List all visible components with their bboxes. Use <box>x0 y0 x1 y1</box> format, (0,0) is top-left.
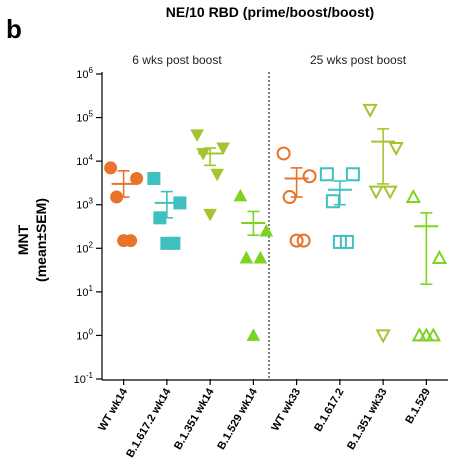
group-label-6wks: 6 wks post boost <box>132 53 222 67</box>
x-category-label-0: WT wk14 <box>96 386 130 434</box>
panel-letter: b <box>6 14 22 44</box>
series-7 <box>407 191 445 340</box>
data-point-2-3 <box>211 169 223 180</box>
data-point-0-0 <box>105 162 117 174</box>
y-axis-label: MNT <box>15 224 31 255</box>
data-point-6-1 <box>390 143 402 154</box>
data-point-6-0 <box>364 105 376 116</box>
series-5 <box>321 168 359 248</box>
y-tick-label-0: 10-1 <box>74 371 94 386</box>
series-2 <box>191 130 229 220</box>
data-point-0-1 <box>131 172 143 184</box>
y-tick-label-5: 104 <box>76 153 93 168</box>
chart-title: NE/10 RBD (prime/boost/boost) <box>166 4 374 20</box>
data-point-4-1 <box>304 170 316 182</box>
data-point-7-0 <box>407 191 419 202</box>
x-category-label-5: B.1.617.2 <box>312 387 346 434</box>
x-category-label-1: B.1.617.2 wk14 <box>124 386 174 460</box>
y-tick-label-3: 102 <box>76 240 93 255</box>
data-point-6-3 <box>384 187 396 198</box>
y-tick-label-4: 103 <box>76 197 93 212</box>
data-point-2-1 <box>217 143 229 154</box>
data-point-1-4 <box>161 237 173 249</box>
data-point-1-0 <box>148 172 160 184</box>
x-category-label-4: WT wk33 <box>269 387 303 434</box>
series-1 <box>148 172 186 249</box>
data-point-7-1 <box>433 252 445 263</box>
data-point-4-0 <box>278 147 290 159</box>
group-label-25wks: 25 wks post boost <box>310 53 407 67</box>
data-point-5-0 <box>321 168 333 180</box>
data-point-3-3 <box>254 252 266 263</box>
y-ticks: 10-1 100 101 102 103 104 105 106 <box>74 66 102 386</box>
data-point-2-0 <box>191 130 203 141</box>
series-3 <box>234 190 272 341</box>
x-category-label-7: B.1.529 <box>403 387 433 426</box>
y-tick-label-1: 100 <box>76 327 93 342</box>
data-point-5-1 <box>347 168 359 180</box>
data-point-3-2 <box>240 252 252 263</box>
series-6 <box>364 105 402 342</box>
data-point-3-4 <box>247 329 259 340</box>
data-point-2-4 <box>204 209 216 220</box>
y-axis-label-sub: (mean±SEM) <box>33 198 49 282</box>
series-0 <box>105 162 143 247</box>
data-point-6-4 <box>377 330 389 341</box>
series-4 <box>278 147 316 246</box>
data-point-6-2 <box>370 187 382 198</box>
x-category-label-3: B.1.529 wk14 <box>215 386 260 452</box>
data-point-0-4 <box>118 235 130 247</box>
data-marks <box>105 105 446 342</box>
x-category-label-6: B.1.351 wk33 <box>345 387 390 452</box>
data-point-3-1 <box>260 225 272 236</box>
x-category-label-2: B.1.351 wk14 <box>172 386 217 452</box>
y-tick-label-2: 101 <box>76 284 93 299</box>
y-tick-label-7: 106 <box>76 66 93 81</box>
y-tick-label-6: 105 <box>76 110 93 125</box>
data-point-3-0 <box>234 190 246 201</box>
